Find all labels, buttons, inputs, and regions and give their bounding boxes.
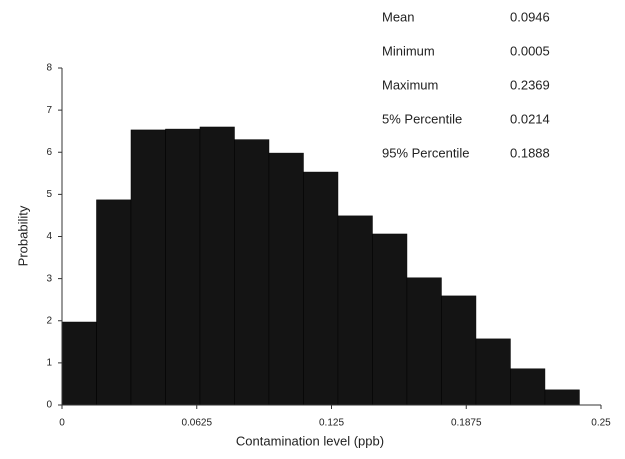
stat-label: Maximum [382,77,438,92]
y-tick-label: 2 [46,315,52,326]
x-tick-label: 0 [59,418,65,429]
y-axis-label: Probability [15,205,30,266]
y-tick-label: 7 [46,105,52,116]
bar [475,338,511,406]
bar [337,215,373,406]
bar [372,233,408,406]
x-axis-label: Contamination level (ppb) [236,433,384,448]
y-tick-label: 3 [46,273,52,284]
x-tick-label: 0.25 [591,418,611,429]
y-tick-label: 5 [46,189,52,200]
stat-label: Mean [382,9,415,24]
bar [510,368,546,406]
bar [234,139,270,406]
y-tick-label: 6 [46,147,52,158]
bar [130,129,166,406]
bar [61,321,97,406]
bar [96,199,132,406]
stat-value: 0.0005 [510,43,550,58]
stat-label: 95% Percentile [382,145,469,160]
stat-value: 0.0946 [510,9,550,24]
stat-value: 0.0214 [510,111,550,126]
bar [165,128,201,406]
bar [544,389,580,406]
bar [199,126,235,406]
stat-label: Minimum [382,43,435,58]
stat-value: 0.2369 [510,77,550,92]
x-tick-label: 0.1875 [451,418,482,429]
bar [303,171,339,406]
bar [268,152,304,406]
y-tick-label: 1 [46,358,52,369]
y-tick-label: 4 [46,231,52,242]
x-tick-label: 0.125 [319,418,344,429]
x-tick-label: 0.0625 [181,418,212,429]
stat-label: 5% Percentile [382,111,462,126]
bar [441,295,477,406]
y-tick-label: 8 [46,63,52,74]
bar [406,277,442,406]
y-tick-label: 0 [46,400,52,411]
stat-value: 0.1888 [510,145,550,160]
